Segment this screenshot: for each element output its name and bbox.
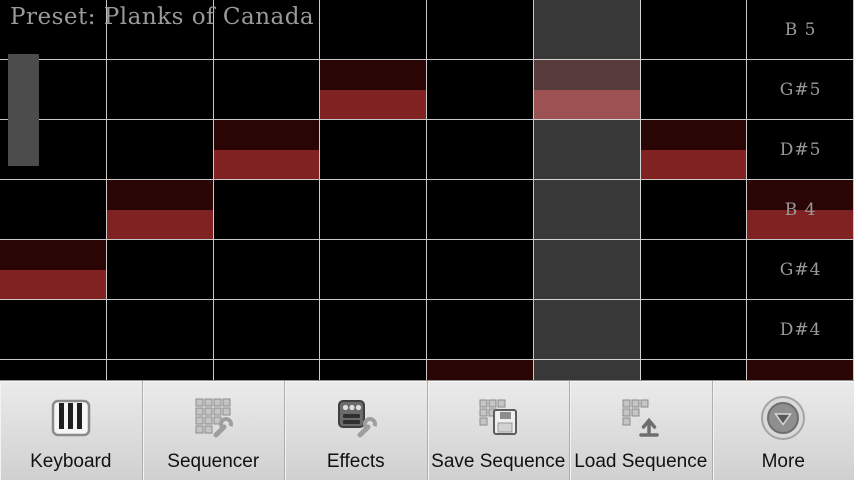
note-cell[interactable] xyxy=(106,180,213,239)
sequencer-grid-wrench-icon xyxy=(190,392,236,444)
grid-cell[interactable] xyxy=(320,60,427,120)
grid-cell[interactable] xyxy=(427,0,534,60)
grid-cell[interactable] xyxy=(213,180,321,240)
grid-cell[interactable] xyxy=(533,300,641,360)
note-cell[interactable] xyxy=(640,120,747,179)
note-cell[interactable] xyxy=(320,60,426,119)
toolbar-item-label: Save Sequence xyxy=(431,451,566,472)
grid-cell[interactable] xyxy=(533,180,641,240)
toolbar-item-load-sequence[interactable]: Load Sequence xyxy=(570,381,713,480)
grid-cell[interactable] xyxy=(640,120,748,180)
grid-cell[interactable] xyxy=(640,0,748,60)
grid-cell[interactable] xyxy=(0,60,107,120)
save-floppy-icon xyxy=(475,392,521,444)
grid-cell[interactable] xyxy=(640,180,748,240)
note-cell[interactable] xyxy=(747,180,853,239)
grid-cell[interactable] xyxy=(213,60,321,120)
toolbar-item-label: More xyxy=(761,451,805,472)
grid-cell[interactable] xyxy=(0,300,107,360)
grid-cell[interactable] xyxy=(747,0,854,60)
toolbar-item-label: Effects xyxy=(326,451,385,472)
grid-cell[interactable] xyxy=(747,300,854,360)
preset-label: Preset: Planks of Canada xyxy=(10,4,315,30)
grid-cell[interactable] xyxy=(427,240,534,300)
piano-keyboard-icon xyxy=(48,392,94,444)
grid-cell[interactable] xyxy=(747,120,854,180)
grid-cell[interactable] xyxy=(106,300,214,360)
grid-cell[interactable] xyxy=(640,60,748,120)
grid-cell[interactable] xyxy=(106,240,214,300)
grid-cell[interactable] xyxy=(747,60,854,120)
grid-cell[interactable] xyxy=(320,180,427,240)
toolbar-item-label: Sequencer xyxy=(167,451,260,472)
grid-cell[interactable] xyxy=(320,120,427,180)
grid-cell[interactable] xyxy=(533,0,641,60)
grid-cell[interactable] xyxy=(106,180,214,240)
grid-cell[interactable] xyxy=(0,240,107,300)
grid-cell[interactable] xyxy=(427,180,534,240)
grid-cell[interactable] xyxy=(320,0,427,60)
grid-cell[interactable] xyxy=(106,60,214,120)
more-circle-down-icon xyxy=(759,392,807,444)
grid-cell[interactable] xyxy=(106,0,214,60)
note-cell[interactable] xyxy=(0,240,106,299)
grid-cell[interactable] xyxy=(213,120,321,180)
note-cell[interactable] xyxy=(213,120,320,179)
toolbar-item-sequencer[interactable]: Sequencer xyxy=(143,381,285,480)
toolbar-item-effects[interactable]: Effects xyxy=(285,381,428,480)
grid-cell[interactable] xyxy=(0,0,107,60)
grid-cell[interactable] xyxy=(0,120,107,180)
grid-cell[interactable] xyxy=(0,180,107,240)
grid-cell[interactable] xyxy=(427,300,534,360)
toolbar-item-label: Load Sequence xyxy=(574,451,708,472)
toolbar-item-more[interactable]: More xyxy=(713,381,854,480)
effects-pedal-wrench-icon xyxy=(333,392,379,444)
grid-cell[interactable] xyxy=(213,240,321,300)
bottom-toolbar: Keyboard Sequencer xyxy=(0,380,854,480)
scroll-indicator[interactable] xyxy=(8,54,39,166)
grid-cell[interactable] xyxy=(533,60,641,120)
grid-cell[interactable] xyxy=(213,300,321,360)
grid-cell[interactable] xyxy=(533,120,641,180)
grid-cell[interactable] xyxy=(106,120,214,180)
grid-cell[interactable] xyxy=(427,60,534,120)
load-up-arrow-icon xyxy=(618,392,664,444)
grid-cell[interactable] xyxy=(320,240,427,300)
toolbar-item-label: Keyboard xyxy=(30,451,112,472)
grid-cell[interactable] xyxy=(533,240,641,300)
grid-cell[interactable] xyxy=(747,240,854,300)
toolbar-item-save-sequence[interactable]: Save Sequence xyxy=(428,381,570,480)
grid-cell[interactable] xyxy=(640,300,748,360)
note-cell[interactable] xyxy=(533,60,640,119)
grid-cell[interactable] xyxy=(640,240,748,300)
sequencer-grid xyxy=(0,0,854,420)
grid-cell[interactable] xyxy=(213,0,321,60)
toolbar-item-keyboard[interactable]: Keyboard xyxy=(0,381,143,480)
grid-cell[interactable] xyxy=(427,120,534,180)
grid-cell[interactable] xyxy=(320,300,427,360)
